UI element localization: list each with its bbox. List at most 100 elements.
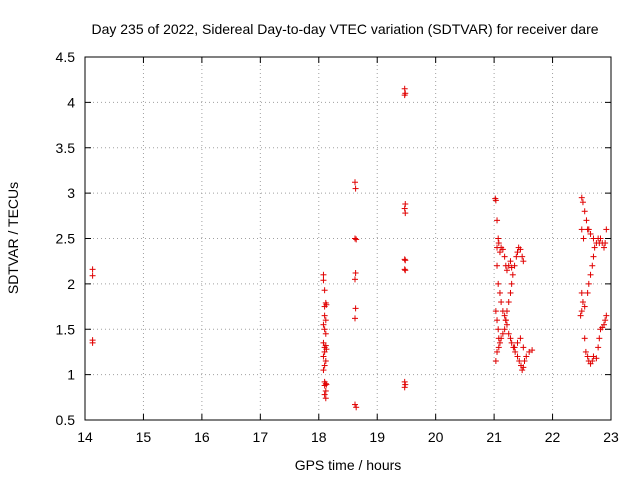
data-point <box>495 280 502 287</box>
data-point <box>602 317 609 324</box>
data-point <box>585 226 592 233</box>
data-point <box>584 289 591 296</box>
data-point <box>597 235 604 242</box>
data-point <box>352 185 359 192</box>
x-tick-label: 17 <box>253 429 269 445</box>
data-point <box>498 299 505 306</box>
data-point <box>590 235 597 242</box>
x-tick-label: 16 <box>194 429 210 445</box>
data-point <box>508 280 515 287</box>
data-point <box>514 353 521 360</box>
data-point <box>520 258 527 265</box>
data-point <box>520 344 527 351</box>
data-point <box>503 308 510 315</box>
data-point <box>502 317 509 324</box>
data-point <box>519 367 526 374</box>
data-point <box>581 303 588 310</box>
data-point <box>579 199 586 206</box>
data-point <box>514 339 521 346</box>
data-point <box>581 335 588 342</box>
y-tick-label: 4.5 <box>56 49 76 65</box>
data-point <box>89 339 96 346</box>
data-point <box>496 339 503 346</box>
data-point <box>321 287 328 294</box>
data-point <box>322 358 329 365</box>
data-point <box>496 249 503 256</box>
data-point <box>513 253 520 260</box>
data-point <box>321 382 328 389</box>
data-point <box>494 348 501 355</box>
data-point <box>402 267 409 274</box>
y-tick-label: 2 <box>67 276 75 292</box>
data-point <box>523 353 530 360</box>
data-point <box>494 262 501 269</box>
y-tick-label: 1 <box>67 367 75 383</box>
data-point <box>602 240 609 247</box>
data-point <box>583 217 590 224</box>
data-point <box>521 358 528 365</box>
y-tick-label: 3.5 <box>56 140 76 156</box>
data-point <box>582 348 589 355</box>
data-point <box>503 267 510 274</box>
data-point <box>589 262 596 269</box>
data-point <box>322 317 329 324</box>
x-axis-label: GPS time / hours <box>295 457 402 473</box>
data-point <box>577 312 584 319</box>
data-point <box>402 201 409 208</box>
data-point <box>322 330 329 337</box>
data-point <box>529 347 536 354</box>
data-point <box>352 401 359 408</box>
data-point <box>495 240 502 247</box>
x-tick-label: 14 <box>77 429 93 445</box>
data-point <box>600 321 607 328</box>
data-point <box>505 330 512 337</box>
data-point <box>501 312 508 319</box>
data-point <box>320 271 327 278</box>
grid-lines <box>85 57 611 420</box>
data-point <box>352 269 359 276</box>
x-tick-label: 20 <box>428 429 444 445</box>
data-point <box>401 384 408 391</box>
data-point <box>600 244 607 251</box>
data-point <box>89 272 96 279</box>
y-tick-label: 0.5 <box>56 412 76 428</box>
data-point <box>603 226 610 233</box>
data-point <box>321 312 328 319</box>
data-point <box>320 277 327 284</box>
data-point <box>511 344 518 351</box>
data-point <box>595 344 602 351</box>
data-point <box>492 308 499 315</box>
data-point <box>323 301 330 308</box>
y-tick-label: 3 <box>67 185 75 201</box>
data-point <box>402 381 409 388</box>
data-point <box>89 266 96 273</box>
y-axis-ticks: 0.5 1 1.5 2 2.5 3 3.5 4 4.5 <box>56 49 611 428</box>
data-point <box>499 246 506 253</box>
y-tick-label: 1.5 <box>56 321 76 337</box>
data-point <box>499 330 506 337</box>
chart-title: Day 235 of 2022, Sidereal Day-to-day VTE… <box>91 21 598 37</box>
data-point <box>321 362 328 369</box>
y-tick-label: 2.5 <box>56 231 76 247</box>
data-point <box>320 321 327 328</box>
data-point <box>495 326 502 333</box>
data-point <box>496 289 503 296</box>
x-tick-label: 19 <box>369 429 385 445</box>
data-point <box>509 271 516 278</box>
data-point <box>322 395 329 402</box>
data-point <box>402 210 409 217</box>
data-point <box>505 299 512 306</box>
data-point <box>578 289 585 296</box>
data-point <box>492 358 499 365</box>
data-point <box>320 353 327 360</box>
data-point <box>519 253 526 260</box>
data-point <box>514 249 521 256</box>
data-point <box>401 85 408 92</box>
x-tick-label: 15 <box>136 429 152 445</box>
data-point <box>401 92 408 99</box>
data-point <box>584 353 591 360</box>
data-point <box>495 344 502 351</box>
data-point <box>517 246 524 253</box>
data-point <box>402 257 409 264</box>
